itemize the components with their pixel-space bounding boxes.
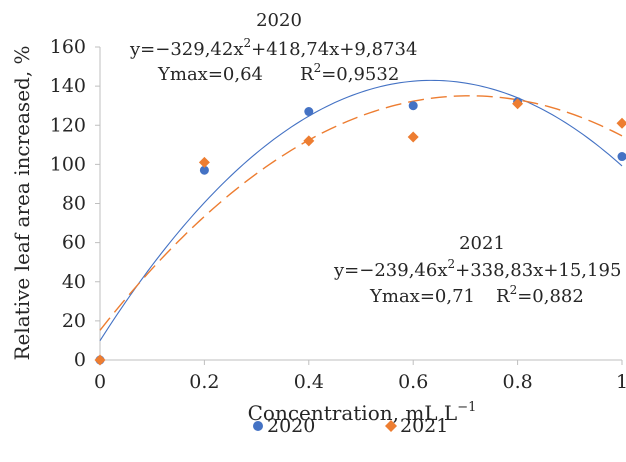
legend-marker-2021 [385, 420, 397, 432]
legend: 2020 2021 [253, 415, 448, 437]
equation-2021-ymax: Ymax=0,71 [369, 286, 475, 307]
plot-area: 0 20 40 60 80 100 120 140 160 0 0.2 0.4 0.6 0.8 1 [50, 36, 626, 393]
x-tick-label: 0.2 [189, 371, 219, 393]
legend-label-2020: 2020 [267, 415, 315, 437]
equation-2020: 2020 y=−329,42x2+418,74x+9,8734 Ymax=0,6… [129, 10, 417, 85]
x-tick-label: 0 [94, 371, 106, 393]
y-tick-label: 140 [50, 75, 86, 97]
data-point-2020 [304, 107, 314, 117]
y-tick-label: 60 [62, 232, 86, 254]
trendline-2020 [99, 79, 623, 341]
equation-2020-r2: R2=0,9532 [300, 61, 399, 85]
y-tick-label: 40 [62, 271, 86, 293]
equation-2021-r2: R2=0,882 [496, 283, 584, 307]
data-point-2021 [303, 135, 315, 147]
data-point-2020 [617, 152, 626, 162]
legend-label-2021: 2021 [400, 415, 448, 437]
y-tick-label: 100 [50, 153, 86, 175]
data-point-2021 [616, 117, 626, 129]
y-tick-label: 20 [62, 310, 86, 332]
x-axis-title-exponent: −1 [457, 400, 476, 415]
data-point-2021 [512, 98, 524, 110]
y-axis-title: Relative leaf area increased, % [10, 45, 34, 360]
data-point-2020 [199, 165, 209, 175]
data-point-2021 [198, 156, 210, 168]
data-point-2021 [407, 131, 419, 143]
trendline-2021 [99, 95, 623, 331]
legend-item-2020: 2020 [253, 415, 315, 437]
legend-item-2021: 2021 [385, 415, 448, 437]
equation-2020-formula: y=−329,42x2+418,74x+9,8734 [129, 36, 417, 60]
equation-2020-year: 2020 [256, 10, 302, 31]
y-tick-label: 160 [50, 36, 86, 58]
equation-2021: 2021 y=−239,46x2+338,83x+15,195 Ymax=0,7… [333, 233, 621, 307]
y-tick-label: 80 [62, 193, 86, 215]
x-tick-label: 0.4 [294, 371, 324, 393]
data-point-2021 [94, 354, 106, 366]
data-point-2020 [408, 101, 418, 111]
y-tick-label: 0 [74, 349, 86, 371]
x-axis-title: Concentration, mL L−1 [248, 400, 477, 425]
x-tick-label: 0.6 [398, 371, 428, 393]
equation-2020-ymax: Ymax=0,64 [157, 64, 263, 85]
x-tick-label: 1 [616, 371, 626, 393]
equation-2021-year: 2021 [459, 233, 505, 254]
legend-marker-2020 [253, 421, 263, 431]
equation-2021-formula: y=−239,46x2+338,83x+15,195 [333, 257, 621, 281]
y-tick-label: 120 [50, 114, 86, 136]
x-tick-label: 0.8 [502, 371, 532, 393]
